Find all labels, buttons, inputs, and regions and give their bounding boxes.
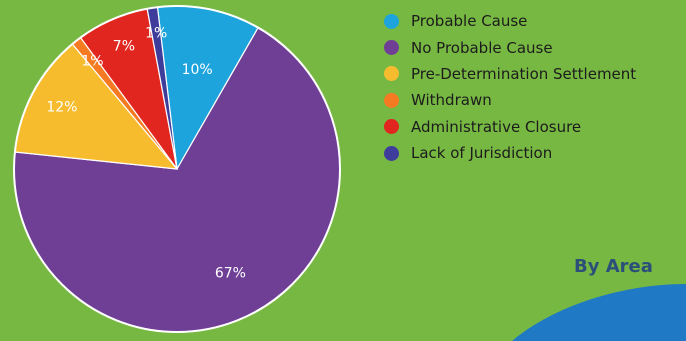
slice-data-label: 10% — [182, 62, 213, 78]
next-chart-edge — [512, 284, 686, 341]
legend-item-probable-cause: Probable Cause — [384, 8, 636, 34]
section-heading: By Area — [574, 256, 653, 277]
legend-swatch — [384, 92, 399, 108]
legend-swatch — [384, 145, 399, 161]
slice-data-label: 1% — [145, 26, 167, 42]
legend-swatch — [384, 13, 399, 29]
legend-item-administrative-closure: Administrative Closure — [384, 114, 636, 140]
slice-data-label: 7% — [113, 38, 135, 54]
legend-label: No Probable Cause — [411, 38, 553, 57]
legend-swatch — [384, 66, 399, 82]
legend-label: Probable Cause — [411, 12, 528, 31]
legend-swatch — [384, 40, 399, 56]
slice-data-label: 67% — [215, 265, 246, 281]
slice-data-label: 12% — [46, 100, 77, 116]
pie-outline — [13, 5, 341, 333]
legend-item-withdrawn: Withdrawn — [384, 87, 636, 113]
legend-item-lack-of-jurisdiction: Lack of Jurisdiction — [384, 140, 636, 166]
chart-legend: Probable Cause No Probable Cause Pre-Det… — [384, 8, 636, 166]
legend-swatch — [384, 119, 399, 135]
legend-item-no-probable-cause: No Probable Cause — [384, 34, 636, 60]
slice-data-label: 1% — [81, 53, 103, 69]
legend-label: Pre-Determination Settlement — [411, 64, 637, 83]
legend-label: Administrative Closure — [411, 117, 582, 136]
legend-label: Lack of Jurisdiction — [411, 144, 553, 163]
legend-item-pre-determination-settlement: Pre-Determination Settlement — [384, 61, 636, 87]
legend-label: Withdrawn — [411, 91, 492, 110]
